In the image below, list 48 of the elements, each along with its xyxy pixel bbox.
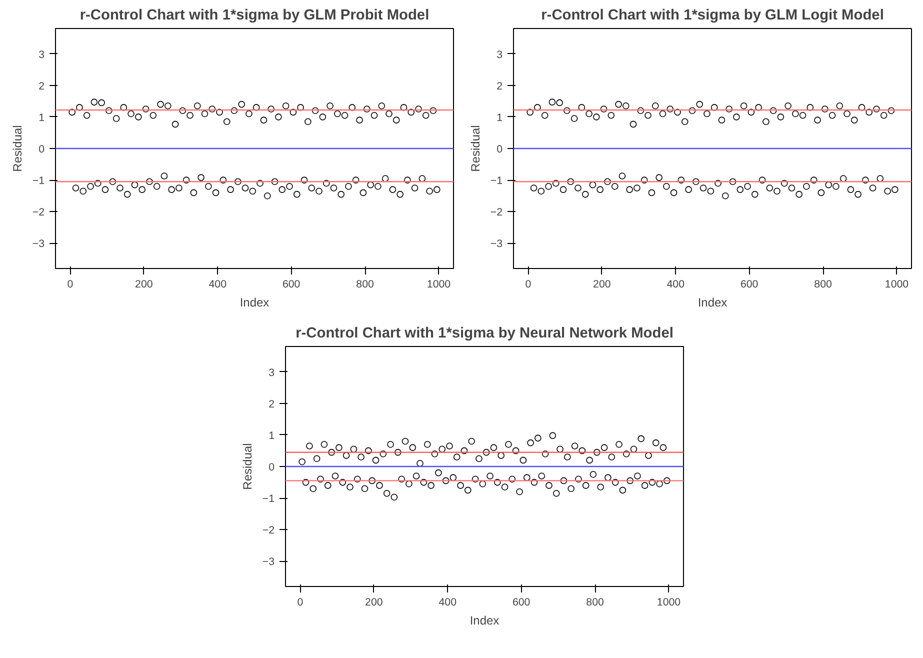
y-tick-label: 3: [496, 48, 503, 61]
x-tick-label: 200: [593, 278, 611, 290]
x-tick-label: 1000: [426, 278, 451, 290]
y-tick-label: −3: [32, 238, 45, 250]
x-tick-label: 200: [135, 278, 153, 290]
y-tick-label: 2: [38, 80, 45, 92]
x-tick-label: 800: [356, 278, 374, 290]
y-tick-label: 1: [38, 112, 45, 124]
y-tick-label: 0: [268, 462, 275, 474]
x-tick-label: 400: [208, 278, 227, 290]
y-axis-title: Residual: [240, 443, 254, 490]
y-tick-label: −1: [262, 493, 275, 506]
chart-title: r-Control Chart with 1*sigma by GLM Probit Model: [80, 8, 430, 24]
x-axis-title: Index: [470, 614, 500, 628]
chart-title: r-Control Chart with 1*sigma by GLM Logit Model: [541, 8, 884, 24]
y-tick-label: 0: [496, 144, 503, 156]
x-tick-label: 600: [512, 596, 530, 608]
x-axis-title: Index: [240, 296, 270, 310]
x-tick-label: 0: [525, 278, 532, 290]
y-tick-label: 2: [268, 398, 275, 410]
y-axis-title: Residual: [468, 125, 482, 172]
y-tick-label: 1: [268, 430, 275, 442]
y-tick-label: −3: [490, 238, 503, 250]
y-axis-title: Residual: [10, 125, 24, 172]
y-tick-label: −3: [262, 556, 275, 568]
x-tick-label: 0: [297, 596, 304, 608]
x-tick-label: 800: [586, 596, 604, 608]
x-tick-label: 600: [740, 278, 758, 290]
chart-title: r-Control Chart with 1*sigma by Neural Network Model: [296, 326, 674, 342]
y-tick-label: 2: [496, 80, 503, 92]
y-tick-label: 3: [268, 366, 275, 379]
y-tick-label: 3: [38, 48, 45, 61]
x-tick-label: 600: [282, 278, 300, 290]
x-tick-label: 0: [67, 278, 74, 290]
y-tick-label: 0: [38, 144, 45, 156]
y-tick-label: −2: [490, 206, 503, 219]
y-tick-label: 1: [496, 112, 503, 124]
x-axis-title: Index: [698, 296, 728, 310]
x-tick-label: 800: [814, 278, 832, 290]
x-tick-label: 400: [666, 278, 685, 290]
x-tick-label: 200: [365, 596, 383, 608]
x-tick-label: 1000: [884, 278, 909, 290]
x-tick-label: 1000: [656, 596, 681, 608]
y-tick-label: −2: [262, 524, 275, 537]
y-tick-label: −2: [32, 206, 45, 219]
y-tick-label: −1: [32, 175, 45, 188]
x-tick-label: 400: [438, 596, 457, 608]
y-tick-label: −1: [490, 175, 503, 188]
